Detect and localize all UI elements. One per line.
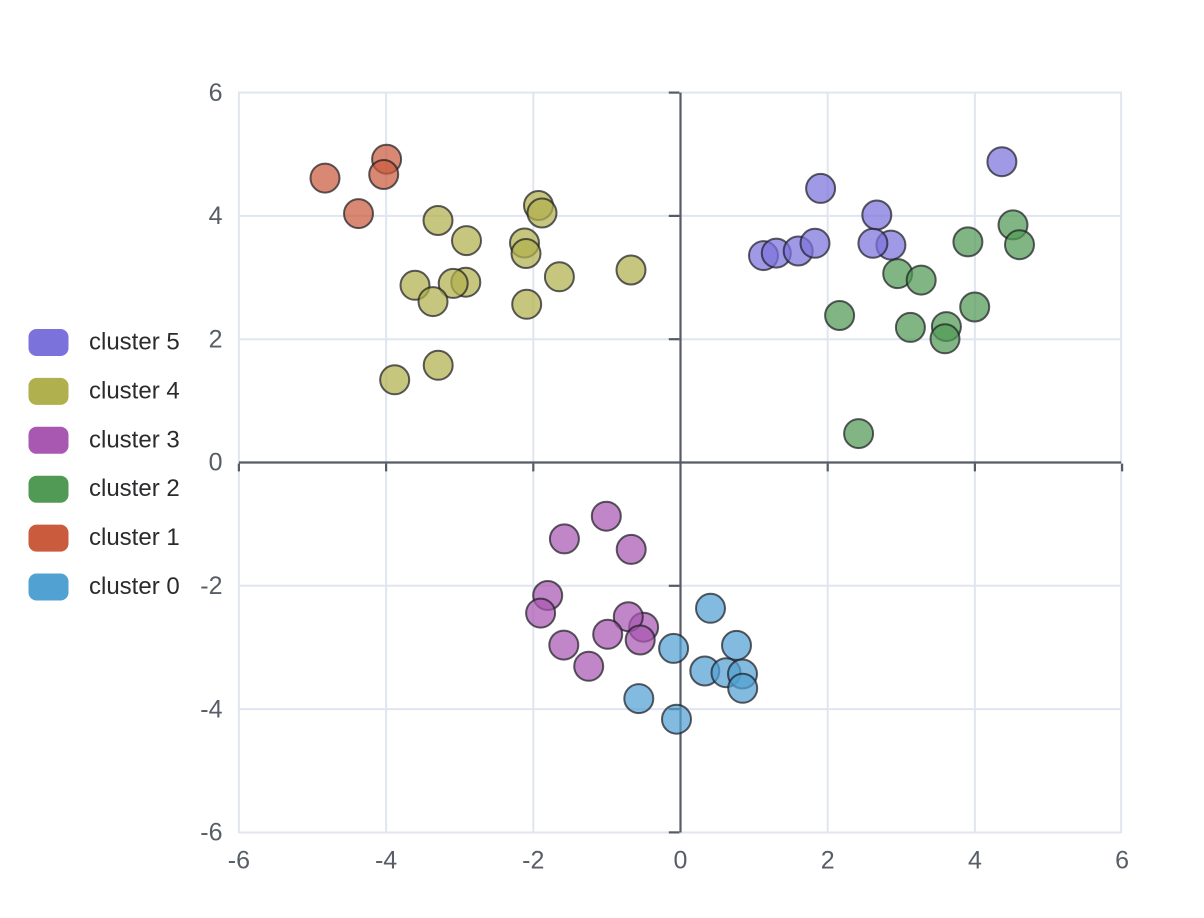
svg-text:-6: -6 — [200, 819, 222, 847]
svg-text:cluster 1: cluster 1 — [89, 524, 180, 551]
svg-text:-4: -4 — [200, 695, 222, 723]
svg-text:cluster 2: cluster 2 — [89, 475, 180, 502]
svg-text:0: 0 — [674, 846, 688, 874]
svg-text:-6: -6 — [228, 846, 250, 874]
svg-text:0: 0 — [209, 449, 223, 477]
svg-text:cluster 5: cluster 5 — [89, 329, 180, 356]
svg-text:cluster 4: cluster 4 — [89, 377, 180, 404]
svg-text:6: 6 — [1115, 846, 1129, 874]
svg-text:4: 4 — [968, 846, 982, 874]
svg-text:cluster 3: cluster 3 — [89, 426, 180, 453]
svg-text:4: 4 — [209, 202, 223, 230]
svg-text:-2: -2 — [200, 572, 222, 600]
svg-text:2: 2 — [821, 846, 835, 874]
svg-text:-4: -4 — [375, 846, 397, 874]
svg-text:cluster 0: cluster 0 — [89, 573, 180, 600]
svg-text:6: 6 — [209, 79, 223, 107]
svg-text:2: 2 — [209, 325, 223, 353]
svg-text:-2: -2 — [522, 846, 544, 874]
